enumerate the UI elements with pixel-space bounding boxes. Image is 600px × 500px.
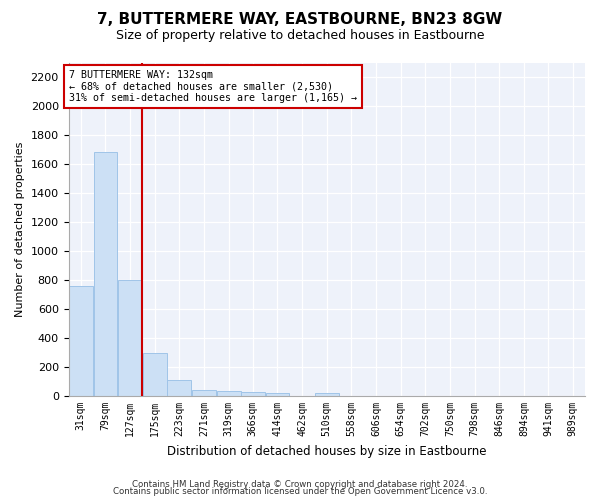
Bar (266, 393, 289, 396)
Bar (118, 280, 142, 396)
Bar (94, 152, 118, 396)
Y-axis label: Number of detached properties: Number of detached properties (15, 142, 25, 317)
Text: 7, BUTTERMERE WAY, EASTBOURNE, BN23 8GW: 7, BUTTERMERE WAY, EASTBOURNE, BN23 8GW (97, 12, 503, 28)
Bar (69, 286, 93, 396)
Text: Size of property relative to detached houses in Eastbourne: Size of property relative to detached ho… (116, 29, 484, 42)
Text: 7 BUTTERMERE WAY: 132sqm
← 68% of detached houses are smaller (2,530)
31% of sem: 7 BUTTERMERE WAY: 132sqm ← 68% of detach… (69, 70, 357, 103)
X-axis label: Distribution of detached houses by size in Eastbourne: Distribution of detached houses by size … (167, 444, 487, 458)
Text: Contains public sector information licensed under the Open Government Licence v3: Contains public sector information licen… (113, 487, 487, 496)
Bar (167, 380, 191, 396)
Bar (217, 392, 241, 396)
Bar (192, 390, 216, 396)
Bar (241, 392, 265, 396)
Bar (315, 393, 339, 396)
Text: Contains HM Land Registry data © Crown copyright and database right 2024.: Contains HM Land Registry data © Crown c… (132, 480, 468, 489)
Bar (143, 352, 167, 396)
